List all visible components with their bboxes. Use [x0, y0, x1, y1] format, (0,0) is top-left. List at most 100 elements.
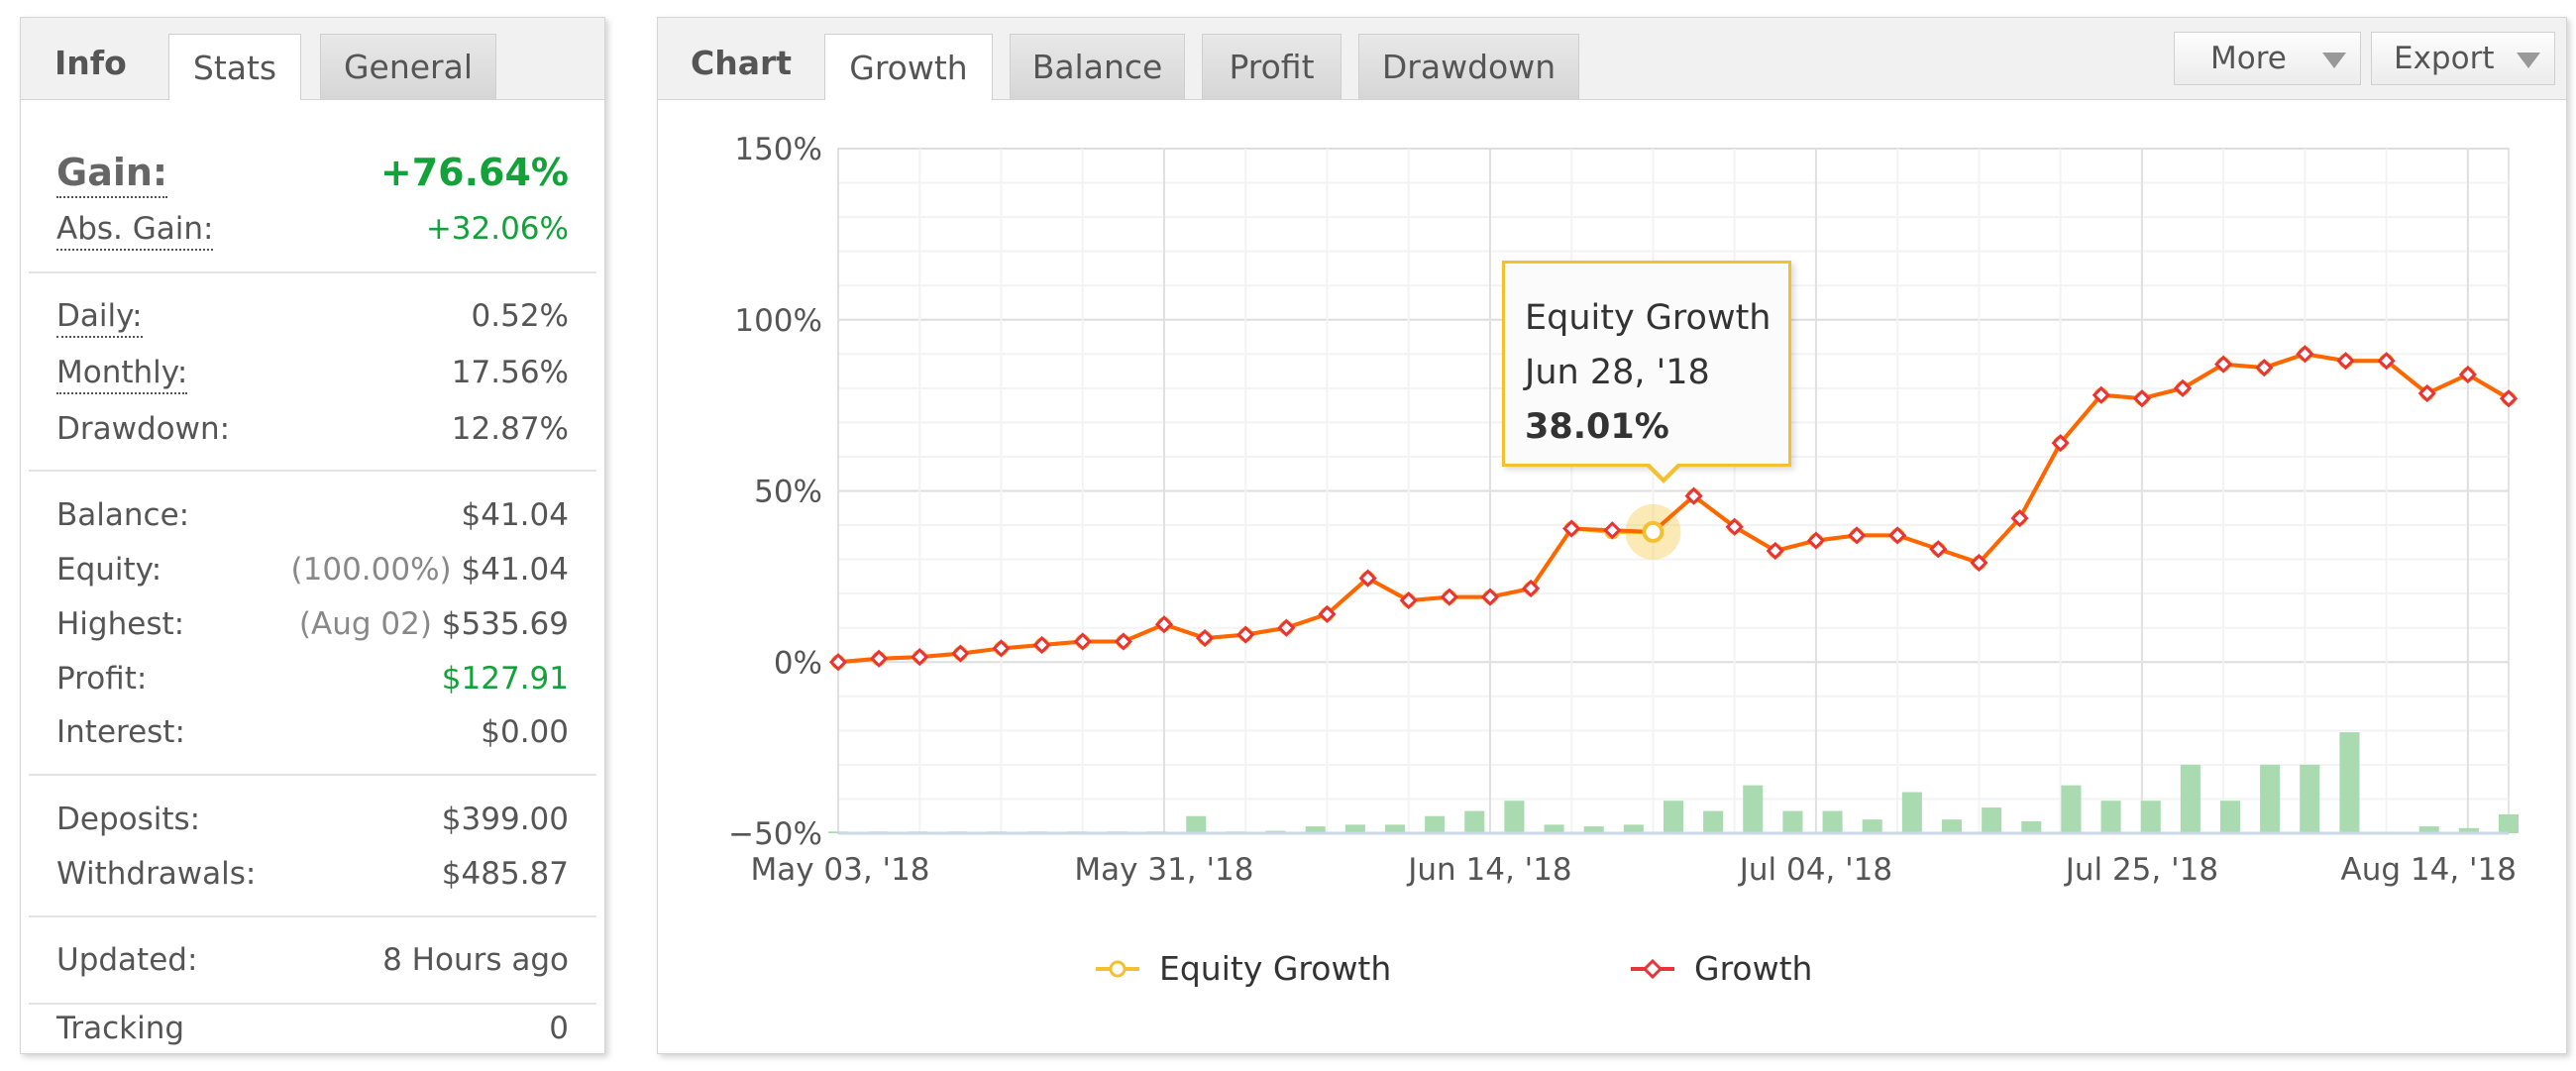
growth-point — [2417, 383, 2436, 403]
growth-point — [1562, 519, 1581, 538]
chevron-down-icon — [2517, 53, 2540, 68]
tooltip-pointer-fill — [1648, 462, 1679, 478]
export-button-label: Export — [2394, 41, 2495, 76]
gain-label[interactable]: Gain: — [56, 151, 168, 198]
growth-point — [1440, 588, 1458, 606]
tracking-label: Tracking — [56, 1011, 185, 1046]
growth-point — [2173, 378, 2193, 397]
drawdown-label: Drawdown: — [56, 411, 231, 447]
withdrawals-value: $485.87 — [441, 856, 569, 892]
bar — [1703, 810, 1724, 833]
bar — [2100, 801, 2121, 833]
growth-point — [1195, 628, 1215, 648]
growth-point — [1888, 526, 1907, 545]
bar — [2498, 813, 2520, 833]
bar — [1186, 815, 1207, 833]
separator — [29, 915, 596, 917]
bar — [1583, 826, 1604, 833]
highest-label: Highest: — [56, 606, 185, 642]
highest-value-group: (Aug 02) $535.69 — [299, 606, 569, 642]
tracking-row: Tracking 0 — [56, 1011, 569, 1060]
growth-point — [1480, 588, 1500, 606]
highlight-point — [1642, 520, 1664, 543]
bar — [1941, 819, 1963, 833]
bar — [1344, 824, 1365, 833]
y-tick-label: 50% — [754, 475, 822, 510]
separator — [29, 470, 596, 472]
balance-label: Balance: — [56, 497, 190, 533]
legend-equity-marker — [1109, 960, 1127, 978]
bar — [1782, 810, 1803, 833]
interest-row: Interest: $0.00 — [56, 714, 569, 764]
separator — [29, 1003, 596, 1005]
equity-value: $41.04 — [461, 552, 569, 588]
x-tick-label: Jun 14, '18 — [1406, 852, 1571, 888]
highest-value: $535.69 — [441, 606, 569, 642]
bar — [1663, 801, 1684, 833]
profit-value: $127.91 — [441, 661, 569, 696]
growth-point — [2092, 385, 2110, 404]
bar — [1384, 824, 1406, 833]
bar — [2458, 827, 2479, 833]
bar — [2021, 820, 2042, 833]
abs-gain-row: Abs. Gain: +32.06% — [56, 211, 569, 261]
abs-gain-label[interactable]: Abs. Gain: — [56, 211, 214, 251]
growth-point — [1970, 553, 1988, 573]
updated-label: Updated: — [56, 942, 198, 978]
highest-row: Highest: (Aug 02) $535.69 — [56, 606, 569, 656]
bar — [2260, 764, 2281, 833]
tab-growth[interactable]: Growth — [824, 34, 993, 100]
x-tick-label: Aug 14, '18 — [2340, 852, 2517, 888]
bar — [2418, 826, 2439, 833]
growth-point — [951, 644, 970, 663]
tab-profit[interactable]: Profit — [1202, 34, 1342, 99]
bar — [2180, 764, 2200, 833]
equity-value-group: (100.00%) $41.04 — [291, 552, 569, 588]
tab-general[interactable]: General — [320, 34, 496, 99]
growth-chart[interactable]: −50% 0% 50% 100% 150% May 03, '18 May 31, '18 J… — [658, 99, 2566, 1053]
growth-point — [1603, 521, 1622, 540]
growth-point — [1766, 541, 1784, 561]
daily-row: Daily: 0.52% — [56, 298, 569, 348]
tab-stats[interactable]: Stats — [168, 34, 301, 100]
gain-value: +76.64% — [379, 151, 569, 194]
chart-panel-title: Chart — [691, 44, 793, 82]
drawdown-value: 12.87% — [451, 411, 569, 447]
stats-panel: Info Stats General Gain: +76.64% Abs. Ga… — [20, 17, 605, 1054]
monthly-label[interactable]: Monthly: — [56, 355, 188, 394]
growth-point — [1725, 517, 1744, 536]
more-button[interactable]: More — [2174, 32, 2361, 85]
deposits-row: Deposits: $399.00 — [56, 802, 569, 851]
deposits-label: Deposits: — [56, 802, 201, 837]
chevron-down-icon — [2322, 53, 2346, 68]
daily-label[interactable]: Daily: — [56, 298, 143, 338]
bar — [1862, 819, 1882, 833]
y-tick-label: −50% — [728, 816, 822, 852]
separator — [29, 271, 596, 273]
stats-panel-title: Info — [54, 44, 127, 82]
monthly-value: 17.56% — [451, 355, 569, 390]
growth-point — [2458, 365, 2477, 384]
equity-row: Equity: (100.00%) $41.04 — [56, 552, 569, 601]
tab-balance[interactable]: Balance — [1010, 34, 1185, 99]
updated-value: 8 Hours ago — [382, 942, 569, 978]
export-button[interactable]: Export — [2371, 32, 2555, 85]
bar — [2300, 764, 2320, 833]
bar — [1982, 807, 2002, 833]
interest-value: $0.00 — [481, 714, 569, 750]
more-button-label: More — [2210, 41, 2287, 76]
profit-label: Profit: — [56, 661, 148, 696]
deposits-value: $399.00 — [441, 802, 569, 837]
bar — [1743, 785, 1764, 833]
bar — [2219, 801, 2241, 833]
growth-point — [1806, 531, 1826, 550]
growth-point — [870, 649, 889, 668]
equity-label: Equity: — [56, 552, 162, 588]
tooltip-value: 38.01% — [1525, 407, 1669, 447]
balance-value: $41.04 — [461, 497, 569, 533]
tab-drawdown[interactable]: Drawdown — [1358, 34, 1579, 99]
growth-point — [992, 639, 1011, 658]
growth-point — [1318, 604, 1337, 624]
tracking-value: 0 — [549, 1011, 569, 1046]
bar — [1822, 810, 1843, 833]
